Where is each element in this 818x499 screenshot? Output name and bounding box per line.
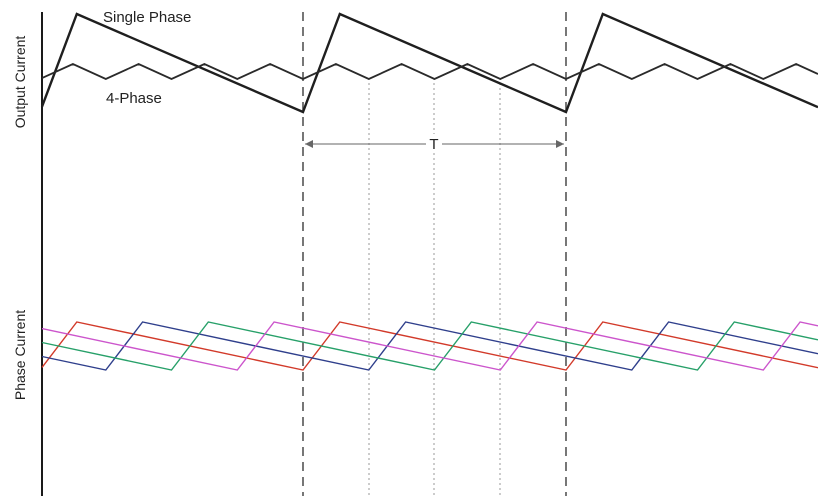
phase-3-current: [41, 321, 818, 371]
single-phase-waveform: [40, 12, 818, 114]
period-arrow-left: [305, 140, 313, 148]
four-phase-label: 4-Phase: [106, 90, 162, 107]
period-label: T: [429, 136, 438, 153]
phase-4-current: [41, 321, 818, 371]
four-phase-waveform: [41, 63, 818, 80]
phase-2-current: [41, 321, 818, 371]
single-phase-label: Single Phase: [103, 9, 191, 26]
phase-1-current: [41, 321, 818, 371]
period-dimension: T: [305, 134, 564, 153]
period-arrow-right: [556, 140, 564, 148]
output-current-axis-label: Output Current: [12, 36, 28, 129]
phase-current-waveforms: [41, 321, 818, 371]
period-label-bg: [426, 134, 442, 152]
output-current-waveforms: [40, 12, 818, 114]
phase-current-axis-label: Phase Current: [12, 310, 28, 400]
